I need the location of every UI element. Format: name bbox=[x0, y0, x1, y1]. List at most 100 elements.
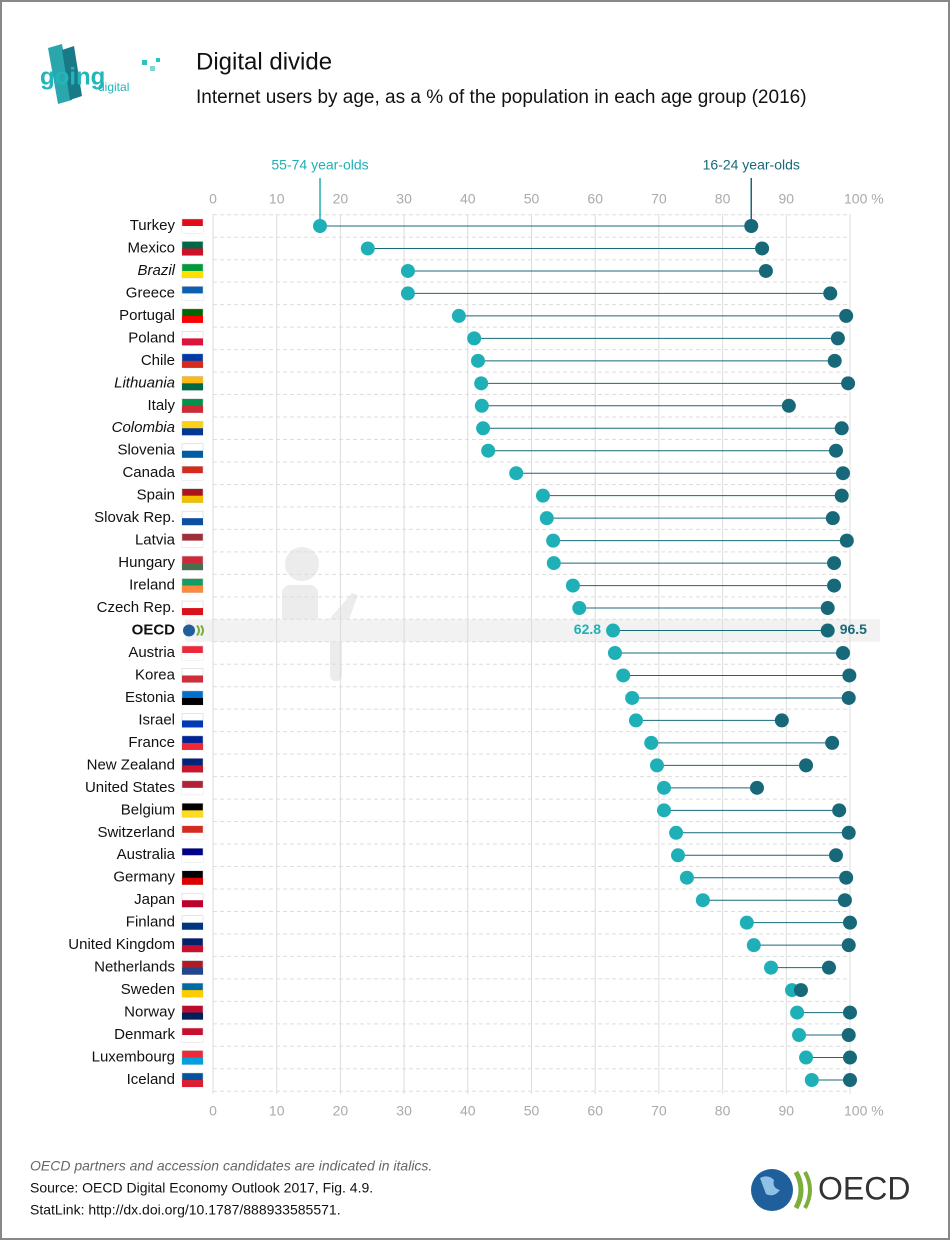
note: OECD partners and accession candidates a… bbox=[30, 1158, 432, 1174]
category-label: Turkey bbox=[130, 217, 176, 234]
dot bbox=[843, 1073, 857, 1087]
category-label: Germany bbox=[113, 869, 175, 886]
dot bbox=[509, 466, 524, 481]
flag bbox=[183, 624, 195, 637]
dot bbox=[746, 938, 761, 953]
dot bbox=[834, 421, 849, 436]
dot bbox=[792, 1028, 807, 1043]
flag bbox=[182, 765, 203, 773]
category-label: Poland bbox=[128, 329, 175, 346]
x-tick-label: 0 bbox=[209, 191, 217, 207]
data-label: 62.8 bbox=[574, 621, 601, 637]
flag bbox=[182, 450, 203, 458]
x-tick-label: 10 bbox=[269, 191, 285, 207]
category-label: Italy bbox=[147, 397, 175, 414]
dot bbox=[839, 533, 854, 548]
category-label: Greece bbox=[126, 284, 175, 301]
x-tick-label: 20 bbox=[333, 191, 349, 207]
dot bbox=[572, 601, 587, 616]
flag bbox=[182, 338, 203, 346]
dot bbox=[841, 825, 856, 840]
dot bbox=[476, 421, 491, 436]
oecd-logo: OECD bbox=[751, 1169, 910, 1211]
flag bbox=[182, 518, 203, 526]
dot bbox=[739, 915, 754, 930]
dot bbox=[799, 1050, 814, 1065]
dot bbox=[790, 1005, 805, 1020]
dot bbox=[793, 983, 808, 998]
dot bbox=[842, 668, 857, 683]
x-tick-label: 10 bbox=[269, 1103, 285, 1119]
dot bbox=[744, 219, 759, 233]
flag bbox=[182, 810, 203, 818]
dot bbox=[607, 646, 622, 660]
dot bbox=[821, 960, 836, 975]
category-label: Colombia bbox=[112, 419, 175, 436]
category-label: Ireland bbox=[129, 577, 175, 594]
flag bbox=[182, 248, 203, 256]
dot bbox=[451, 308, 466, 323]
x-tick-label: 80 bbox=[715, 191, 731, 207]
flag bbox=[182, 1035, 203, 1043]
dot bbox=[843, 1005, 857, 1020]
dot bbox=[834, 488, 849, 503]
x-tick-label: 100 % bbox=[844, 1103, 884, 1119]
legend-label: 55-74 year-olds bbox=[271, 157, 368, 173]
note: StatLink: http://dx.doi.org/10.1787/8889… bbox=[30, 1202, 341, 1218]
category-label: New Zealand bbox=[87, 756, 175, 773]
dot bbox=[625, 690, 640, 705]
category-label: Brazil bbox=[137, 262, 175, 279]
dot bbox=[535, 488, 550, 503]
legend-label: 16-24 year-olds bbox=[703, 157, 800, 173]
flag bbox=[182, 855, 203, 863]
dot bbox=[546, 556, 561, 571]
x-tick-label: 80 bbox=[715, 1103, 731, 1119]
dot bbox=[606, 623, 621, 638]
category-label: Belgium bbox=[121, 801, 175, 818]
category-label: OECD bbox=[132, 621, 176, 638]
flag bbox=[182, 900, 203, 908]
logo-text: OECD bbox=[818, 1170, 910, 1206]
dot bbox=[679, 870, 694, 885]
category-label: Israel bbox=[138, 711, 175, 728]
dot bbox=[481, 443, 496, 458]
dot bbox=[837, 893, 852, 908]
category-label: Luxembourg bbox=[92, 1048, 175, 1065]
flag bbox=[182, 608, 203, 616]
category-label: Portugal bbox=[119, 307, 175, 324]
flag bbox=[182, 1057, 203, 1065]
dot bbox=[827, 578, 842, 593]
category-label: Mexico bbox=[127, 239, 175, 256]
dot bbox=[616, 668, 631, 683]
x-tick-label: 40 bbox=[460, 1103, 476, 1119]
dot bbox=[400, 286, 415, 301]
category-label: Netherlands bbox=[94, 959, 175, 976]
flag bbox=[182, 877, 203, 885]
flag bbox=[182, 675, 203, 683]
x-tick-label: 90 bbox=[779, 191, 795, 207]
dot bbox=[828, 848, 843, 863]
dot bbox=[749, 780, 764, 795]
flag bbox=[182, 832, 203, 840]
flag bbox=[196, 624, 204, 637]
dot bbox=[467, 331, 482, 346]
flag bbox=[182, 540, 203, 548]
category-label: Finland bbox=[126, 914, 175, 931]
flag bbox=[182, 653, 203, 660]
category-label: Hungary bbox=[118, 554, 175, 571]
category-label: Japan bbox=[134, 891, 175, 908]
flag bbox=[182, 563, 203, 571]
dot bbox=[781, 398, 796, 413]
x-tick-label: 90 bbox=[779, 1103, 795, 1119]
category-label: United Kingdom bbox=[68, 936, 175, 953]
flag bbox=[182, 428, 203, 436]
dot bbox=[841, 938, 856, 953]
dot bbox=[546, 533, 561, 548]
dot bbox=[669, 825, 684, 840]
x-tick-label: 0 bbox=[209, 1103, 217, 1119]
dot bbox=[835, 466, 850, 481]
flag bbox=[182, 967, 203, 975]
category-label: Slovak Rep. bbox=[94, 509, 175, 526]
x-tick-label: 40 bbox=[460, 191, 476, 207]
